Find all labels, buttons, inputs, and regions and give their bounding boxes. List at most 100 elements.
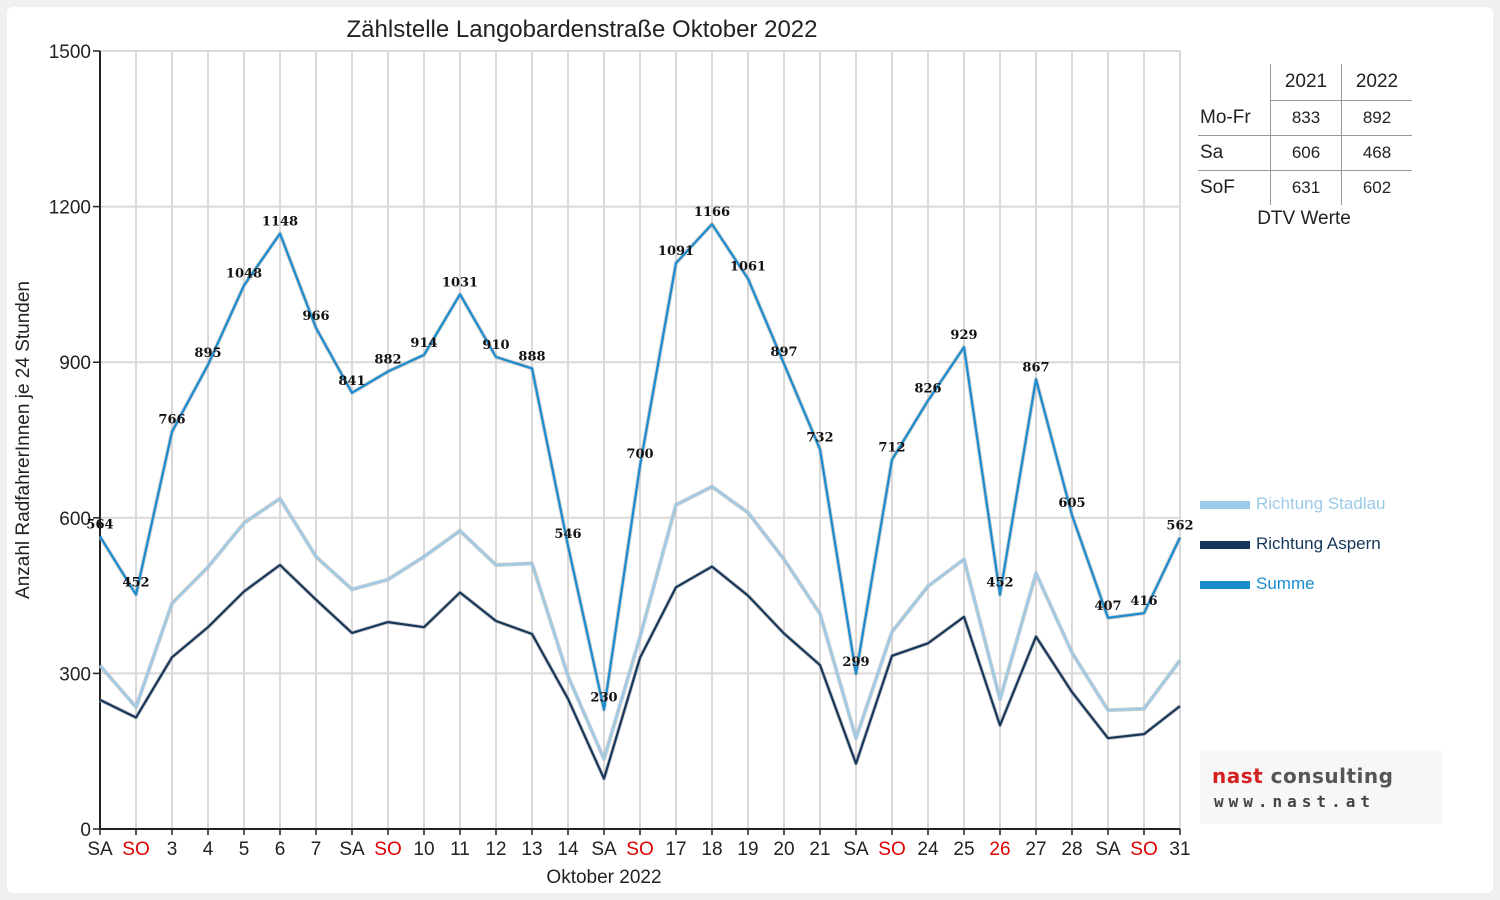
x-tick-label: 3 — [167, 839, 178, 860]
x-tick-label: 28 — [1061, 839, 1082, 860]
y-axis-label: Anzahl RadfahrerInnen je 24 Stunden — [13, 281, 34, 599]
dtv-table: 2021 2022 Mo-Fr 833 892 Sa 606 468 SoF 6… — [1198, 64, 1412, 205]
x-tick-label: 14 — [557, 839, 579, 860]
data-label: 929 — [950, 328, 977, 343]
dtv-corner — [1198, 64, 1271, 101]
x-tick-label: SA — [339, 839, 365, 860]
x-tick-label: 5 — [239, 839, 250, 860]
data-label: 452 — [122, 576, 149, 591]
x-tick-label: 24 — [917, 839, 939, 860]
data-label: 888 — [518, 349, 545, 364]
data-label: 564 — [86, 517, 113, 532]
data-label: 1166 — [694, 205, 730, 220]
legend-swatch — [1200, 500, 1250, 509]
data-label: 452 — [986, 576, 1013, 591]
x-tick-label: 13 — [521, 839, 542, 860]
x-tick-label: 7 — [311, 839, 322, 860]
nast-consulting-logo: nast consulting www.nast.at — [1200, 750, 1442, 824]
dtv-value-2021: 833 — [1270, 100, 1342, 136]
x-tick-label: SA — [843, 839, 869, 860]
x-tick-label: 18 — [701, 839, 722, 860]
dtv-value-2021: 606 — [1270, 135, 1342, 171]
data-label: 712 — [878, 441, 905, 456]
data-label: 841 — [338, 374, 365, 389]
data-label: 416 — [1130, 594, 1157, 609]
x-tick-label: 11 — [450, 839, 470, 860]
x-tick-label: 21 — [809, 839, 830, 860]
y-tick-label: 1500 — [49, 42, 91, 63]
dtv-value-2022: 892 — [1341, 100, 1412, 136]
axes: 0 300 600 900 1200 1500 SA SO 3 4 5 6 7 SA SO 10 11 12 13 1… — [49, 42, 1191, 860]
x-tick-label: 17 — [665, 839, 686, 860]
x-tick-label: SO — [374, 839, 401, 860]
logo-brand-rest: consulting — [1263, 764, 1394, 788]
x-tick-label: 6 — [275, 839, 286, 860]
x-tick-label: 25 — [953, 839, 974, 860]
data-label: 766 — [158, 413, 185, 428]
x-tick-label: SO — [122, 839, 149, 860]
x-tick-label: SO — [878, 839, 905, 860]
legend-swatch — [1200, 540, 1250, 549]
x-tick-label: 31 — [1169, 839, 1190, 860]
data-label: 966 — [302, 309, 329, 324]
dtv-row-label: Sa — [1198, 135, 1271, 171]
dtv-header-2021: 2021 — [1270, 64, 1342, 101]
series-line-3 — [99, 223, 1181, 711]
data-label: 897 — [770, 345, 797, 360]
dtv-row: Mo-Fr 833 892 — [1198, 100, 1412, 136]
data-label: 914 — [410, 336, 437, 351]
x-tick-label: SA — [1095, 839, 1121, 860]
dtv-row-label: Mo-Fr — [1198, 100, 1271, 136]
series-layer — [98, 222, 1182, 781]
data-label: 605 — [1058, 496, 1085, 511]
data-label: 1148 — [262, 215, 298, 230]
dtv-value-2021: 631 — [1270, 170, 1342, 205]
dtv-header-2022: 2022 — [1341, 64, 1412, 101]
data-label: 826 — [914, 382, 941, 397]
dtv-row-label: SoF — [1200, 177, 1235, 198]
data-label: 895 — [194, 346, 221, 361]
x-tick-label: 12 — [485, 839, 506, 860]
data-label: 407 — [1094, 599, 1121, 614]
x-tick-label: SA — [87, 839, 113, 860]
data-label: 700 — [626, 447, 653, 462]
y-tick-label: 1200 — [49, 198, 91, 219]
y-tick-label: 900 — [59, 353, 91, 374]
legend-item-summe: Summe — [1200, 573, 1315, 595]
legend-item-aspern: Richtung Aspern — [1200, 533, 1381, 555]
legend-label: Summe — [1256, 574, 1315, 593]
dtv-row: SoF 631 602 — [1198, 170, 1412, 205]
series-line-1 — [99, 485, 1181, 761]
series-line-2 — [99, 563, 1181, 780]
data-label: 732 — [806, 430, 833, 445]
data-label: 910 — [482, 338, 509, 353]
data-label: 867 — [1022, 360, 1049, 375]
grid — [100, 50, 1181, 829]
dtv-caption: DTV Werte — [1257, 208, 1351, 229]
data-label: 1091 — [658, 244, 694, 259]
x-tick-label: 20 — [773, 839, 794, 860]
x-tick-label: 4 — [203, 839, 214, 860]
legend-label: Richtung Aspern — [1256, 534, 1381, 553]
data-labels: 564 452 766 895 1048 1148 966 841 882 914 1031 910 8… — [86, 205, 1193, 705]
data-label: 1061 — [730, 260, 766, 275]
data-label: 299 — [842, 655, 869, 670]
legend-swatch — [1200, 580, 1250, 589]
legend-item-stadlau: Richtung Stadlau — [1200, 493, 1385, 515]
x-tick-label: 19 — [737, 839, 758, 860]
logo-url: www.nast.at — [1214, 792, 1375, 811]
data-label: 230 — [590, 691, 617, 706]
x-tick-label: SO — [626, 839, 653, 860]
y-tick-label: 600 — [59, 509, 91, 530]
legend-label: Richtung Stadlau — [1256, 494, 1386, 513]
dtv-header-row: 2021 2022 — [1198, 64, 1412, 101]
data-label: 1031 — [442, 275, 478, 290]
x-tick-label: 10 — [413, 839, 434, 860]
y-tick-label: 0 — [80, 820, 91, 841]
y-tick-label: 300 — [59, 664, 91, 685]
data-label: 882 — [374, 353, 401, 368]
data-label: 562 — [1166, 519, 1193, 534]
x-tick-label: 27 — [1025, 839, 1046, 860]
x-tick-label: SA — [591, 839, 617, 860]
